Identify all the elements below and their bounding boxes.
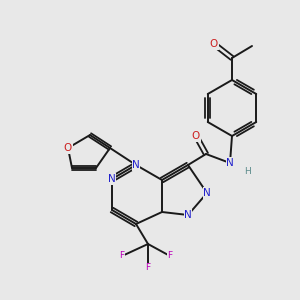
Text: F: F [167,251,172,260]
Text: N: N [108,174,116,184]
Text: N: N [184,210,192,220]
Text: O: O [64,143,72,153]
Text: N: N [132,160,140,170]
Text: H: H [244,167,251,176]
Text: O: O [210,39,218,49]
Text: N: N [226,158,234,168]
Text: F: F [146,263,151,272]
Text: F: F [119,251,124,260]
Text: O: O [192,131,200,141]
Text: N: N [203,188,211,198]
